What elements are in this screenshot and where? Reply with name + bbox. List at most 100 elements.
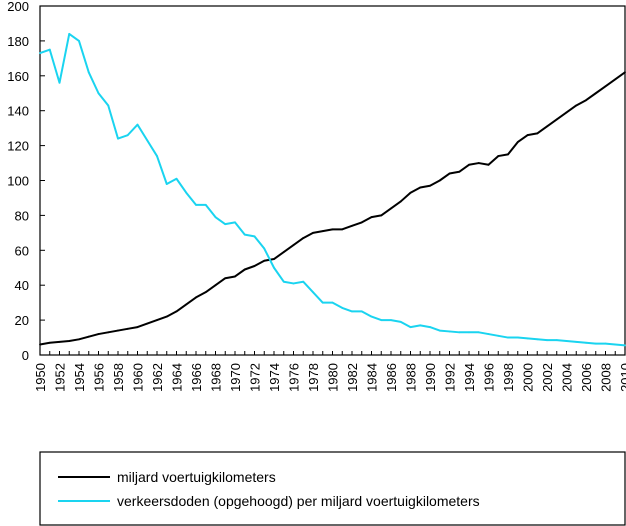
data-point-series-1 xyxy=(58,341,61,343)
data-point-series-2 xyxy=(497,334,500,337)
x-tick-label: 2008 xyxy=(599,363,614,392)
data-point-series-2 xyxy=(136,123,139,126)
data-point-series-2 xyxy=(360,310,363,313)
x-tick-label: 1976 xyxy=(287,363,302,392)
data-point-series-1 xyxy=(39,343,41,346)
x-tick-label: 1968 xyxy=(209,363,224,392)
data-point-series-1 xyxy=(409,191,412,194)
data-point-series-2 xyxy=(78,40,80,42)
data-point-series-1 xyxy=(78,338,80,341)
y-tick-label: 80 xyxy=(15,208,29,223)
data-point-series-2 xyxy=(146,139,149,142)
data-point-series-2 xyxy=(331,301,334,304)
data-point-series-2 xyxy=(546,339,548,342)
data-point-series-2 xyxy=(555,339,558,342)
y-tick-label: 60 xyxy=(15,243,29,258)
x-tick-label: 1972 xyxy=(248,363,263,392)
x-tick-label: 1970 xyxy=(228,363,243,392)
data-point-series-1 xyxy=(341,228,344,231)
y-tick-label: 160 xyxy=(7,69,29,84)
x-tick-label: 1998 xyxy=(501,363,516,392)
data-point-series-2 xyxy=(468,331,470,334)
data-point-series-2 xyxy=(214,216,217,219)
data-point-series-1 xyxy=(195,296,197,299)
x-tick-label: 1994 xyxy=(462,363,477,392)
data-point-series-1 xyxy=(516,141,519,144)
y-tick-label: 0 xyxy=(22,348,29,363)
x-tick-label: 1996 xyxy=(482,363,497,392)
data-point-series-1 xyxy=(234,275,236,278)
data-point-series-1 xyxy=(87,335,90,338)
data-point-series-2 xyxy=(477,331,480,334)
data-point-series-2 xyxy=(516,336,519,339)
data-point-series-2 xyxy=(39,52,41,55)
data-point-series-2 xyxy=(390,319,392,321)
data-point-series-1 xyxy=(126,327,129,330)
x-tick-label: 1982 xyxy=(345,363,360,392)
legend-box xyxy=(39,451,626,526)
legend-label-2: verkeersdoden (opgehoogd) per miljard vo… xyxy=(117,493,480,509)
data-point-series-2 xyxy=(604,342,607,345)
y-tick-label: 100 xyxy=(7,174,29,189)
data-point-series-2 xyxy=(97,92,100,95)
data-point-series-1 xyxy=(302,237,305,239)
x-tick-label: 1978 xyxy=(306,363,321,392)
data-point-series-1 xyxy=(273,258,275,260)
data-point-series-2 xyxy=(195,204,197,206)
data-point-series-1 xyxy=(282,251,285,253)
data-point-series-2 xyxy=(624,344,626,347)
data-point-series-2 xyxy=(536,338,539,341)
data-point-series-2 xyxy=(526,337,529,340)
data-point-series-2 xyxy=(165,183,168,185)
series-lines xyxy=(39,32,626,347)
y-tick-label: 140 xyxy=(7,104,29,119)
x-tick-label: 1990 xyxy=(423,363,438,392)
data-point-series-2 xyxy=(234,221,236,224)
data-point-series-2 xyxy=(409,326,412,328)
data-point-series-1 xyxy=(321,230,324,233)
data-point-series-2 xyxy=(438,329,441,332)
data-point-series-2 xyxy=(448,330,451,333)
data-point-series-2 xyxy=(156,155,158,157)
data-point-series-1 xyxy=(594,92,597,95)
y-axis-ticks: 0 20 40 60 80 100 120 140 160 180 200 xyxy=(7,0,45,363)
data-point-series-2 xyxy=(292,282,295,285)
data-point-series-2 xyxy=(594,342,597,345)
x-tick-label: 2010 xyxy=(618,363,626,392)
x-tick-label: 2004 xyxy=(560,363,575,392)
data-point-series-2 xyxy=(224,223,227,226)
x-tick-label: 1964 xyxy=(170,363,185,392)
x-tick-label: 1966 xyxy=(189,363,204,392)
data-point-series-1 xyxy=(312,231,314,234)
data-point-series-2 xyxy=(204,204,207,206)
x-tick-label: 1960 xyxy=(131,363,146,392)
x-tick-label: 1950 xyxy=(33,363,48,392)
x-tick-label: 1986 xyxy=(384,363,399,392)
data-point-series-2 xyxy=(399,320,402,323)
data-point-series-1 xyxy=(243,268,246,271)
data-point-series-1 xyxy=(117,329,119,332)
x-tick-label: 2006 xyxy=(579,363,594,392)
x-tick-label: 1980 xyxy=(326,363,341,392)
data-point-series-1 xyxy=(546,125,548,128)
data-point-series-2 xyxy=(370,315,373,318)
data-point-series-2 xyxy=(107,104,110,107)
data-point-series-2 xyxy=(48,48,51,51)
legend-label-1: miljard voertuigkilometers xyxy=(117,469,276,485)
data-point-series-1 xyxy=(68,340,71,342)
data-point-series-1 xyxy=(253,265,256,267)
x-tick-label: 1954 xyxy=(72,363,87,392)
data-point-series-2 xyxy=(487,333,490,335)
legend: miljard voertuigkilometers verkeersdoden … xyxy=(39,451,626,526)
data-point-series-1 xyxy=(214,284,217,287)
data-point-series-2 xyxy=(87,71,90,74)
data-point-series-2 xyxy=(263,247,266,250)
data-point-series-2 xyxy=(614,343,617,346)
data-point-series-1 xyxy=(360,221,363,224)
x-tick-label: 1958 xyxy=(111,363,126,392)
data-point-series-1 xyxy=(48,341,51,344)
data-point-series-1 xyxy=(97,333,100,335)
x-tick-label: 1992 xyxy=(443,363,458,392)
data-point-series-2 xyxy=(117,137,119,140)
